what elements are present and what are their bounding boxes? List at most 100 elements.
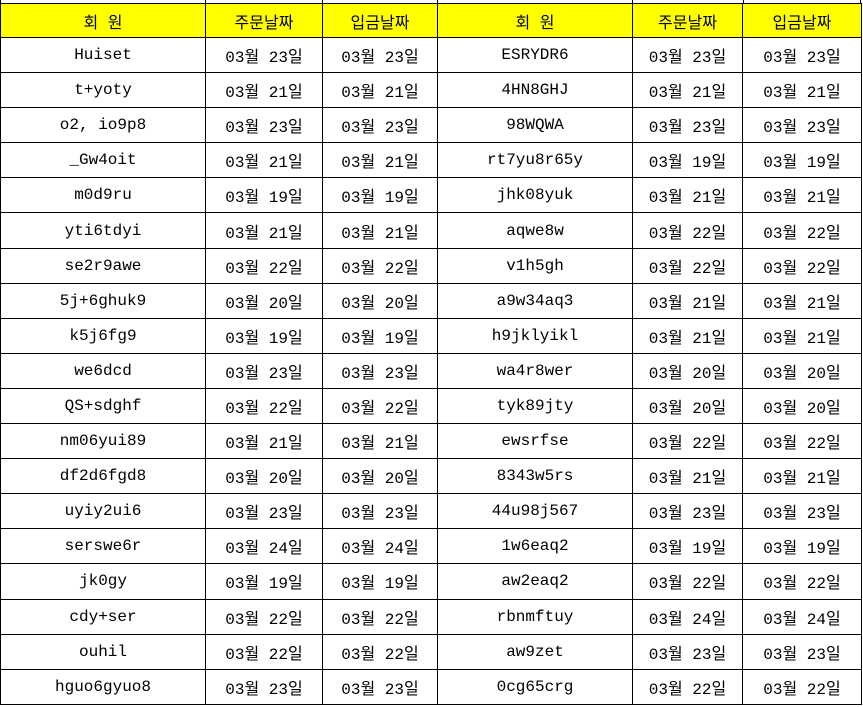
order-date-cell[interactable]: 03월 23일 (632, 36, 743, 74)
deposit-date-cell[interactable]: 03월 20일 (322, 282, 438, 319)
member-cell[interactable]: uyiy2ui6 (0, 493, 206, 530)
deposit-date-cell[interactable]: 03월 23일 (322, 352, 438, 389)
header-deposit-left[interactable]: 입금날짜 (322, 3, 438, 38)
deposit-date-cell[interactable]: 03월 23일 (742, 493, 862, 530)
order-date-cell[interactable]: 03월 22일 (632, 247, 743, 284)
member-cell[interactable]: we6dcd (0, 352, 206, 389)
deposit-date-cell[interactable]: 03월 19일 (322, 563, 438, 600)
member-cell[interactable]: se2r9awe (0, 247, 206, 284)
order-date-cell[interactable]: 03월 23일 (632, 107, 743, 144)
deposit-date-cell[interactable]: 03월 22일 (322, 387, 438, 425)
order-date-cell[interactable]: 03월 20일 (632, 352, 743, 389)
order-date-cell[interactable]: 03월 23일 (632, 633, 743, 670)
member-cell[interactable]: aw9zet (437, 633, 633, 670)
member-cell[interactable]: df2d6fgd8 (0, 458, 206, 495)
deposit-date-cell[interactable]: 03월 21일 (742, 458, 862, 495)
order-date-cell[interactable]: 03월 19일 (205, 177, 323, 214)
order-date-cell[interactable]: 03월 22일 (632, 563, 743, 600)
member-cell[interactable]: ewsrfse (437, 423, 633, 460)
order-date-cell[interactable]: 03월 21일 (632, 282, 743, 319)
order-date-cell[interactable]: 03월 21일 (205, 72, 323, 109)
order-date-cell[interactable]: 03월 21일 (205, 423, 323, 460)
order-date-cell[interactable]: 03월 22일 (632, 423, 743, 460)
order-date-cell[interactable]: 03월 21일 (205, 212, 323, 249)
member-cell[interactable]: v1h5gh (437, 247, 633, 284)
deposit-date-cell[interactable]: 03월 23일 (742, 633, 862, 670)
order-date-cell[interactable]: 03월 23일 (205, 36, 323, 74)
deposit-date-cell[interactable]: 03월 21일 (322, 423, 438, 460)
header-member-right[interactable]: 회 원 (437, 3, 633, 38)
header-deposit-right[interactable]: 입금날짜 (742, 3, 862, 38)
deposit-date-cell[interactable]: 03월 21일 (322, 72, 438, 109)
deposit-date-cell[interactable]: 03월 23일 (322, 107, 438, 144)
deposit-date-cell[interactable]: 03월 24일 (742, 598, 862, 635)
deposit-date-cell[interactable]: 03월 21일 (742, 317, 862, 354)
order-date-cell[interactable]: 03월 21일 (205, 142, 323, 179)
member-cell[interactable]: 0cg65crg (437, 668, 633, 706)
member-cell[interactable]: cdy+ser (0, 598, 206, 635)
deposit-date-cell[interactable]: 03월 20일 (322, 458, 438, 495)
deposit-date-cell[interactable]: 03월 21일 (742, 72, 862, 109)
deposit-date-cell[interactable]: 03월 22일 (322, 247, 438, 284)
member-cell[interactable]: QS+sdghf (0, 387, 206, 425)
member-cell[interactable]: rt7yu8r65y (437, 142, 633, 179)
member-cell[interactable]: 98WQWA (437, 107, 633, 144)
order-date-cell[interactable]: 03월 22일 (205, 633, 323, 670)
order-date-cell[interactable]: 03월 20일 (205, 282, 323, 319)
member-cell[interactable]: nm06yui89 (0, 423, 206, 460)
order-date-cell[interactable]: 03월 22일 (632, 212, 743, 249)
order-date-cell[interactable]: 03월 23일 (205, 107, 323, 144)
order-date-cell[interactable]: 03월 22일 (205, 598, 323, 635)
deposit-date-cell[interactable]: 03월 22일 (742, 668, 862, 706)
deposit-date-cell[interactable]: 03월 23일 (322, 36, 438, 74)
order-date-cell[interactable]: 03월 19일 (632, 142, 743, 179)
member-cell[interactable]: k5j6fg9 (0, 317, 206, 354)
deposit-date-cell[interactable]: 03월 22일 (742, 212, 862, 249)
member-cell[interactable]: yti6tdyi (0, 212, 206, 249)
member-cell[interactable]: t+yoty (0, 72, 206, 109)
order-date-cell[interactable]: 03월 21일 (632, 458, 743, 495)
deposit-date-cell[interactable]: 03월 21일 (742, 282, 862, 319)
member-cell[interactable]: aqwe8w (437, 212, 633, 249)
order-date-cell[interactable]: 03월 23일 (632, 493, 743, 530)
member-cell[interactable]: jk0gy (0, 563, 206, 600)
deposit-date-cell[interactable]: 03월 23일 (322, 668, 438, 706)
deposit-date-cell[interactable]: 03월 19일 (322, 177, 438, 214)
member-cell[interactable]: o2, io9p8 (0, 107, 206, 144)
deposit-date-cell[interactable]: 03월 22일 (322, 633, 438, 670)
deposit-date-cell[interactable]: 03월 19일 (742, 142, 862, 179)
deposit-date-cell[interactable]: 03월 20일 (742, 387, 862, 425)
deposit-date-cell[interactable]: 03월 21일 (322, 212, 438, 249)
deposit-date-cell[interactable]: 03월 20일 (742, 352, 862, 389)
member-cell[interactable]: 8343w5rs (437, 458, 633, 495)
order-date-cell[interactable]: 03월 19일 (632, 528, 743, 565)
member-cell[interactable]: hguo6gyuo8 (0, 668, 206, 706)
deposit-date-cell[interactable]: 03월 19일 (322, 317, 438, 354)
order-date-cell[interactable]: 03월 21일 (632, 72, 743, 109)
deposit-date-cell[interactable]: 03월 22일 (742, 563, 862, 600)
order-date-cell[interactable]: 03월 20일 (205, 458, 323, 495)
order-date-cell[interactable]: 03월 22일 (205, 387, 323, 425)
member-cell[interactable]: jhk08yuk (437, 177, 633, 214)
deposit-date-cell[interactable]: 03월 22일 (742, 423, 862, 460)
member-cell[interactable]: ouhil (0, 633, 206, 670)
order-date-cell[interactable]: 03월 23일 (205, 352, 323, 389)
deposit-date-cell[interactable]: 03월 22일 (742, 247, 862, 284)
deposit-date-cell[interactable]: 03월 22일 (322, 598, 438, 635)
header-order-left[interactable]: 주문날짜 (205, 3, 323, 38)
order-date-cell[interactable]: 03월 19일 (205, 317, 323, 354)
member-cell[interactable]: 1w6eaq2 (437, 528, 633, 565)
deposit-date-cell[interactable]: 03월 24일 (322, 528, 438, 565)
header-order-right[interactable]: 주문날짜 (632, 3, 743, 38)
order-date-cell[interactable]: 03월 21일 (632, 317, 743, 354)
order-date-cell[interactable]: 03월 24일 (205, 528, 323, 565)
member-cell[interactable]: rbnmftuy (437, 598, 633, 635)
order-date-cell[interactable]: 03월 22일 (205, 247, 323, 284)
order-date-cell[interactable]: 03월 23일 (205, 493, 323, 530)
deposit-date-cell[interactable]: 03월 21일 (322, 142, 438, 179)
deposit-date-cell[interactable]: 03월 19일 (742, 528, 862, 565)
member-cell[interactable]: ESRYDR6 (437, 36, 633, 74)
order-date-cell[interactable]: 03월 19일 (205, 563, 323, 600)
member-cell[interactable]: tyk89jty (437, 387, 633, 425)
deposit-date-cell[interactable]: 03월 23일 (322, 493, 438, 530)
